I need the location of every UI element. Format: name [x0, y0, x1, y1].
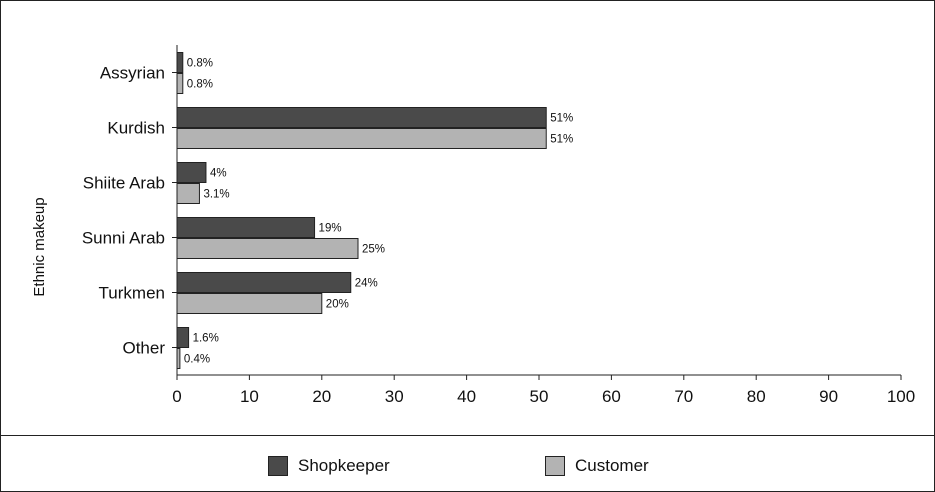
category-label-sunni-arab: Sunni Arab — [82, 229, 165, 248]
data-label-customer-other: 0.4% — [184, 354, 210, 366]
bar-shopkeeper-sunni-arab — [176, 217, 316, 238]
legend-label-shopkeeper: Shopkeeper — [298, 456, 390, 475]
legend-swatch-shopkeeper — [268, 456, 288, 476]
category-label-kurdish: Kurdish — [107, 119, 165, 138]
data-label-shopkeeper-turkmen: 24% — [355, 278, 378, 290]
x-tick-label-30: 30 — [385, 387, 404, 406]
legend-item-shopkeeper: Shopkeeper — [268, 456, 390, 476]
data-label-customer-shiite-arab: 3.1% — [203, 189, 229, 201]
bar-shopkeeper-shiite-arab — [176, 162, 207, 183]
category-label-assyrian: Assyrian — [100, 64, 165, 83]
bar-customer-assyrian — [176, 73, 184, 94]
bar-customer-sunni-arab — [176, 238, 359, 259]
x-tick-label-0: 0 — [172, 387, 181, 406]
x-tick-label-60: 60 — [602, 387, 621, 406]
x-tick-label-10: 10 — [240, 387, 259, 406]
x-tick-label-40: 40 — [457, 387, 476, 406]
bar-customer-shiite-arab — [176, 183, 200, 204]
data-label-shopkeeper-kurdish: 51% — [550, 113, 573, 125]
x-tick-label-80: 80 — [747, 387, 766, 406]
data-label-shopkeeper-other: 1.6% — [193, 333, 219, 345]
category-label-turkmen: Turkmen — [99, 284, 165, 303]
x-tick-label-50: 50 — [530, 387, 549, 406]
legend-swatch-customer — [545, 456, 565, 476]
x-tick-label-20: 20 — [312, 387, 331, 406]
bar-shopkeeper-turkmen — [176, 272, 352, 293]
category-label-shiite-arab: Shiite Arab — [83, 174, 165, 193]
data-label-customer-sunni-arab: 25% — [362, 244, 385, 256]
legend-label-customer: Customer — [575, 456, 649, 475]
category-label-other: Other — [122, 339, 165, 358]
y-axis-title: Ethnic makeup — [31, 197, 48, 296]
bar-shopkeeper-other — [176, 327, 190, 348]
bar-customer-kurdish — [176, 128, 547, 149]
x-tick-label-70: 70 — [674, 387, 693, 406]
data-label-customer-turkmen: 20% — [326, 299, 349, 311]
x-tick-label-90: 90 — [819, 387, 838, 406]
data-label-shopkeeper-shiite-arab: 4% — [210, 168, 227, 180]
data-label-customer-kurdish: 51% — [550, 134, 573, 146]
bar-customer-turkmen — [176, 293, 323, 314]
bar-customer-other — [176, 348, 181, 369]
data-label-shopkeeper-assyrian: 0.8% — [187, 58, 213, 70]
bar-chart: 0 10 20 30 40 50 60 70 80 90 100 Ethnic makeup Assyr… — [31, 45, 915, 406]
legend-item-customer: Customer — [545, 456, 649, 476]
legend-divider — [0, 435, 935, 436]
x-tick-label-100: 100 — [887, 387, 915, 406]
bar-shopkeeper-kurdish — [176, 107, 547, 128]
data-label-shopkeeper-sunni-arab: 19% — [319, 223, 342, 235]
bar-shopkeeper-assyrian — [176, 52, 184, 73]
data-label-customer-assyrian: 0.8% — [187, 79, 213, 91]
